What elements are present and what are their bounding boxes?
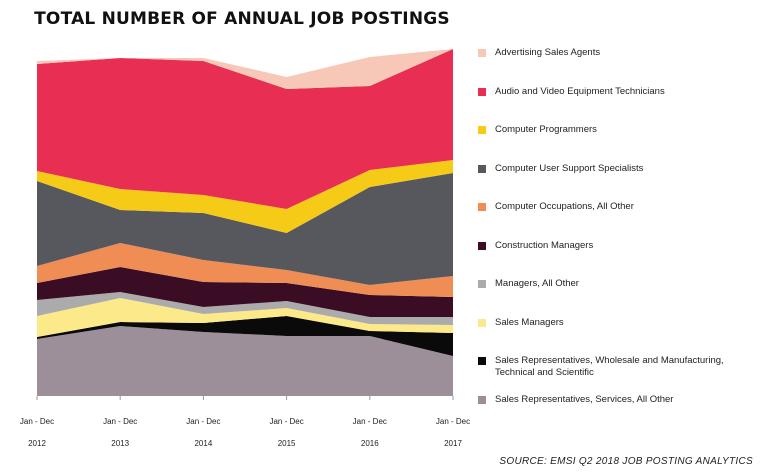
- area-advertising-sales-agents: [37, 49, 453, 89]
- legend-swatch: [478, 126, 486, 134]
- legend-label: Managers, All Other: [495, 278, 579, 289]
- legend-swatch: [478, 241, 486, 250]
- legend-swatch: [478, 203, 486, 211]
- legend-label: Sales Managers: [495, 316, 564, 328]
- legend-label: Sales Representatives, Wholesale and Man…: [495, 355, 724, 378]
- legend-item: Computer Occupations, All Other: [478, 201, 765, 213]
- legend-swatch: [478, 318, 486, 327]
- legend-label: Computer Occupations, All Other: [495, 201, 634, 212]
- area-audio-and-video-equipment-technicians: [37, 49, 453, 209]
- legend-item: Managers, All Other: [478, 278, 765, 290]
- area-computer-programmers: [37, 160, 453, 233]
- x-tick-year: 2017: [444, 439, 462, 448]
- x-tick-label: Jan - Dec 2012: [7, 417, 67, 449]
- legend-label: Sales Representatives, Services, All Oth…: [495, 393, 674, 405]
- legend-item: Advertising Sales Agents: [478, 47, 765, 59]
- x-tick-label: Jan - Dec 2016: [340, 417, 400, 449]
- chart-title: TOTAL NUMBER OF ANNUAL JOB POSTINGS: [34, 9, 450, 29]
- legend-swatch: [478, 49, 486, 57]
- area-managers-all-other: [37, 292, 453, 325]
- legend-swatch: [478, 280, 486, 288]
- area-construction-managers: [37, 267, 453, 317]
- x-tick-label: Jan - Dec 2013: [90, 417, 150, 449]
- legend-label: Advertising Sales Agents: [495, 47, 601, 58]
- x-tick-label: Jan - Dec 2014: [173, 417, 233, 449]
- x-tick-label: Jan - Dec 2017: [423, 417, 483, 449]
- legend-item: Audio and Video Equipment Technicians: [478, 86, 765, 98]
- area-computer-user-support-specialists: [37, 173, 453, 285]
- x-tick-period: Jan - Dec: [19, 417, 55, 426]
- legend-item: Computer Programmers: [478, 124, 765, 136]
- legend-label: Computer Programmers: [495, 124, 597, 135]
- x-tick-label: Jan - Dec 2015: [257, 417, 317, 449]
- x-tick-year: 2013: [111, 439, 130, 448]
- area-sales-managers: [37, 298, 453, 337]
- legend-label: Construction Managers: [495, 239, 594, 251]
- legend-label: Computer User Support Specialists: [495, 162, 644, 174]
- legend-swatch: [478, 395, 486, 404]
- area-computer-occupations-all-other: [37, 243, 453, 297]
- legend-item: Sales Managers: [478, 317, 765, 329]
- legend-item: Computer User Support Specialists: [478, 163, 765, 175]
- x-tick-period: Jan - Dec: [186, 417, 221, 426]
- legend-item: Sales Representatives, Services, All Oth…: [478, 394, 765, 406]
- legend-label: Audio and Video Equipment Technicians: [495, 85, 665, 97]
- legend-item: Sales Representatives, Wholesale and Man…: [478, 355, 765, 379]
- area-sales-representatives-services-all-other: [37, 326, 453, 396]
- legend-swatch: [478, 357, 486, 365]
- x-tick-marks: [36, 396, 454, 400]
- x-tick-period: Jan - Dec: [269, 417, 304, 426]
- legend-swatch: [478, 87, 486, 96]
- area-series-group: [37, 49, 453, 396]
- x-tick-year: 2015: [277, 439, 296, 448]
- area-sales-representatives-wholesale-and-manufacturing-technical-and-scientific: [37, 316, 453, 356]
- legend-item: Construction Managers: [478, 240, 765, 252]
- source-note: SOURCE: EMSI Q2 2018 JOB POSTING ANALYTI…: [499, 456, 753, 467]
- x-tick-period: Jan - Dec: [103, 417, 138, 426]
- x-tick-year: 2012: [28, 439, 46, 448]
- x-tick-year: 2016: [360, 439, 379, 448]
- x-tick-period: Jan - Dec: [435, 417, 471, 426]
- legend-swatch: [478, 164, 486, 173]
- x-tick-year: 2014: [194, 439, 213, 448]
- x-tick-period: Jan - Dec: [352, 417, 387, 426]
